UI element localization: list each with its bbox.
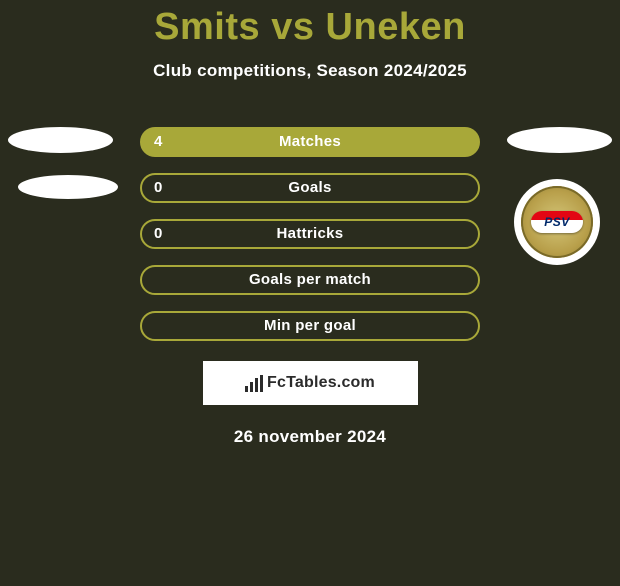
stat-row-hattricks: 0 Hattricks xyxy=(140,219,480,249)
placeholder-ellipse-left-1 xyxy=(8,127,113,153)
stat-row-goals-per-match: Goals per match xyxy=(140,265,480,295)
brand-text: FcTables.com xyxy=(267,374,375,392)
stat-bar xyxy=(140,127,480,157)
stats-area: PSV 4 Matches 0 Goals 0 Hattricks Goals … xyxy=(0,127,620,341)
brand-chart-icon xyxy=(245,375,263,392)
club-badge-text: PSV xyxy=(531,211,583,233)
stat-bar xyxy=(140,219,480,249)
date-text: 26 november 2024 xyxy=(0,427,620,447)
stat-row-min-per-goal: Min per goal xyxy=(140,311,480,341)
club-badge: PSV xyxy=(514,179,600,265)
stat-bar xyxy=(140,173,480,203)
placeholder-ellipse-right-1 xyxy=(507,127,612,153)
stat-bar xyxy=(140,311,480,341)
placeholder-ellipse-left-2 xyxy=(18,175,118,199)
subtitle: Club competitions, Season 2024/2025 xyxy=(0,61,620,81)
stat-row-matches: 4 Matches xyxy=(140,127,480,157)
page-title: Smits vs Uneken xyxy=(0,6,620,49)
stat-row-goals: 0 Goals xyxy=(140,173,480,203)
stat-bar xyxy=(140,265,480,295)
brand-card: FcTables.com xyxy=(203,361,418,405)
